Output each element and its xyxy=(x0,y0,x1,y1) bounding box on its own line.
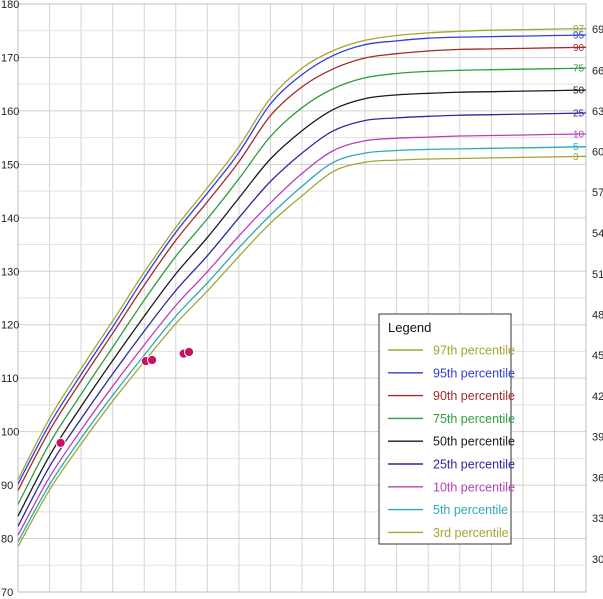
series-line-50th xyxy=(17,89,587,517)
y-tick-label: 80 xyxy=(1,534,13,546)
y-tick-label: 170 xyxy=(1,52,19,64)
measurement-point xyxy=(147,354,158,366)
series-end-label-25th: 25 xyxy=(573,109,585,120)
legend-entry-90th: 90th percentile xyxy=(433,389,515,403)
legend-entry-97th: 97th percentile xyxy=(433,344,515,358)
series-line-10th xyxy=(17,133,587,536)
right-tick-label: 63 xyxy=(592,106,603,118)
grid xyxy=(17,3,587,593)
right-tick-label: 45 xyxy=(592,350,603,362)
series-line-95th xyxy=(17,34,587,485)
right-tick-label: 51 xyxy=(592,269,603,281)
legend-entry-75th: 75th percentile xyxy=(433,412,515,426)
y-tick-label: 150 xyxy=(1,159,19,171)
legend-title: Legend xyxy=(388,320,431,335)
series-line-75th xyxy=(17,67,587,505)
series-line-3rd xyxy=(17,155,587,547)
right-tick-label: 48 xyxy=(592,310,603,322)
legend-entry-50th: 50th percentile xyxy=(433,435,515,449)
legend-entry-5th: 5th percentile xyxy=(433,503,508,517)
right-tick-label: 60 xyxy=(592,147,603,159)
series-end-label-5th: 5 xyxy=(573,142,579,153)
y-tick-label: 100 xyxy=(1,427,19,439)
y-tick-label: 180 xyxy=(1,0,19,11)
plot-border xyxy=(17,3,587,593)
measurement-points xyxy=(55,346,195,448)
right-tick-label: 54 xyxy=(592,228,603,240)
right-tick-label: 69 xyxy=(592,24,603,36)
series-line-97th xyxy=(17,27,587,480)
y-tick-label: 120 xyxy=(1,320,19,332)
right-axis-ticks: 69 66 63 60 57 54 51 48 45 42 39 36 33 30 xyxy=(592,24,603,566)
right-tick-label: 36 xyxy=(592,473,603,485)
series-end-label-97th: 97 xyxy=(573,24,585,35)
y-tick-label: 160 xyxy=(1,106,19,118)
right-tick-label: 42 xyxy=(592,391,603,403)
series-end-label-75th: 75 xyxy=(573,64,585,75)
y-tick-label: 110 xyxy=(1,373,19,385)
y-axis-ticks: 70 80 90 100 110 120 130 140 150 160 170 180 xyxy=(1,0,19,599)
right-tick-label: 57 xyxy=(592,187,603,199)
series-end-label-90th: 90 xyxy=(573,43,585,54)
legend-entry-10th: 10th percentile xyxy=(433,480,515,494)
right-tick-label: 33 xyxy=(592,513,603,525)
right-tick-label: 30 xyxy=(592,554,603,566)
measurement-point xyxy=(55,437,66,448)
right-tick-label: 39 xyxy=(592,431,603,443)
y-tick-label: 130 xyxy=(1,266,19,278)
series-line-5th xyxy=(17,146,587,543)
y-tick-label: 90 xyxy=(1,480,13,492)
series-end-label-95th: 95 xyxy=(573,31,585,42)
series-line-90th xyxy=(17,46,587,491)
measurement-point xyxy=(183,346,195,358)
legend-entry-95th: 95th percentile xyxy=(433,366,515,380)
legend-box xyxy=(378,313,512,545)
y-tick-label: 140 xyxy=(1,213,19,225)
series-end-label-10th: 10 xyxy=(573,129,585,140)
right-tick-label: 66 xyxy=(592,65,603,77)
legend-entry-3rd: 3rd percentile xyxy=(433,526,509,540)
percentile-series xyxy=(17,27,587,547)
legend-entry-25th: 25th percentile xyxy=(433,458,515,472)
y-tick-label: 70 xyxy=(1,587,13,599)
series-line-25th xyxy=(17,112,587,527)
series-end-label-50th: 50 xyxy=(573,86,585,97)
series-end-label-3rd: 3 xyxy=(573,152,579,163)
